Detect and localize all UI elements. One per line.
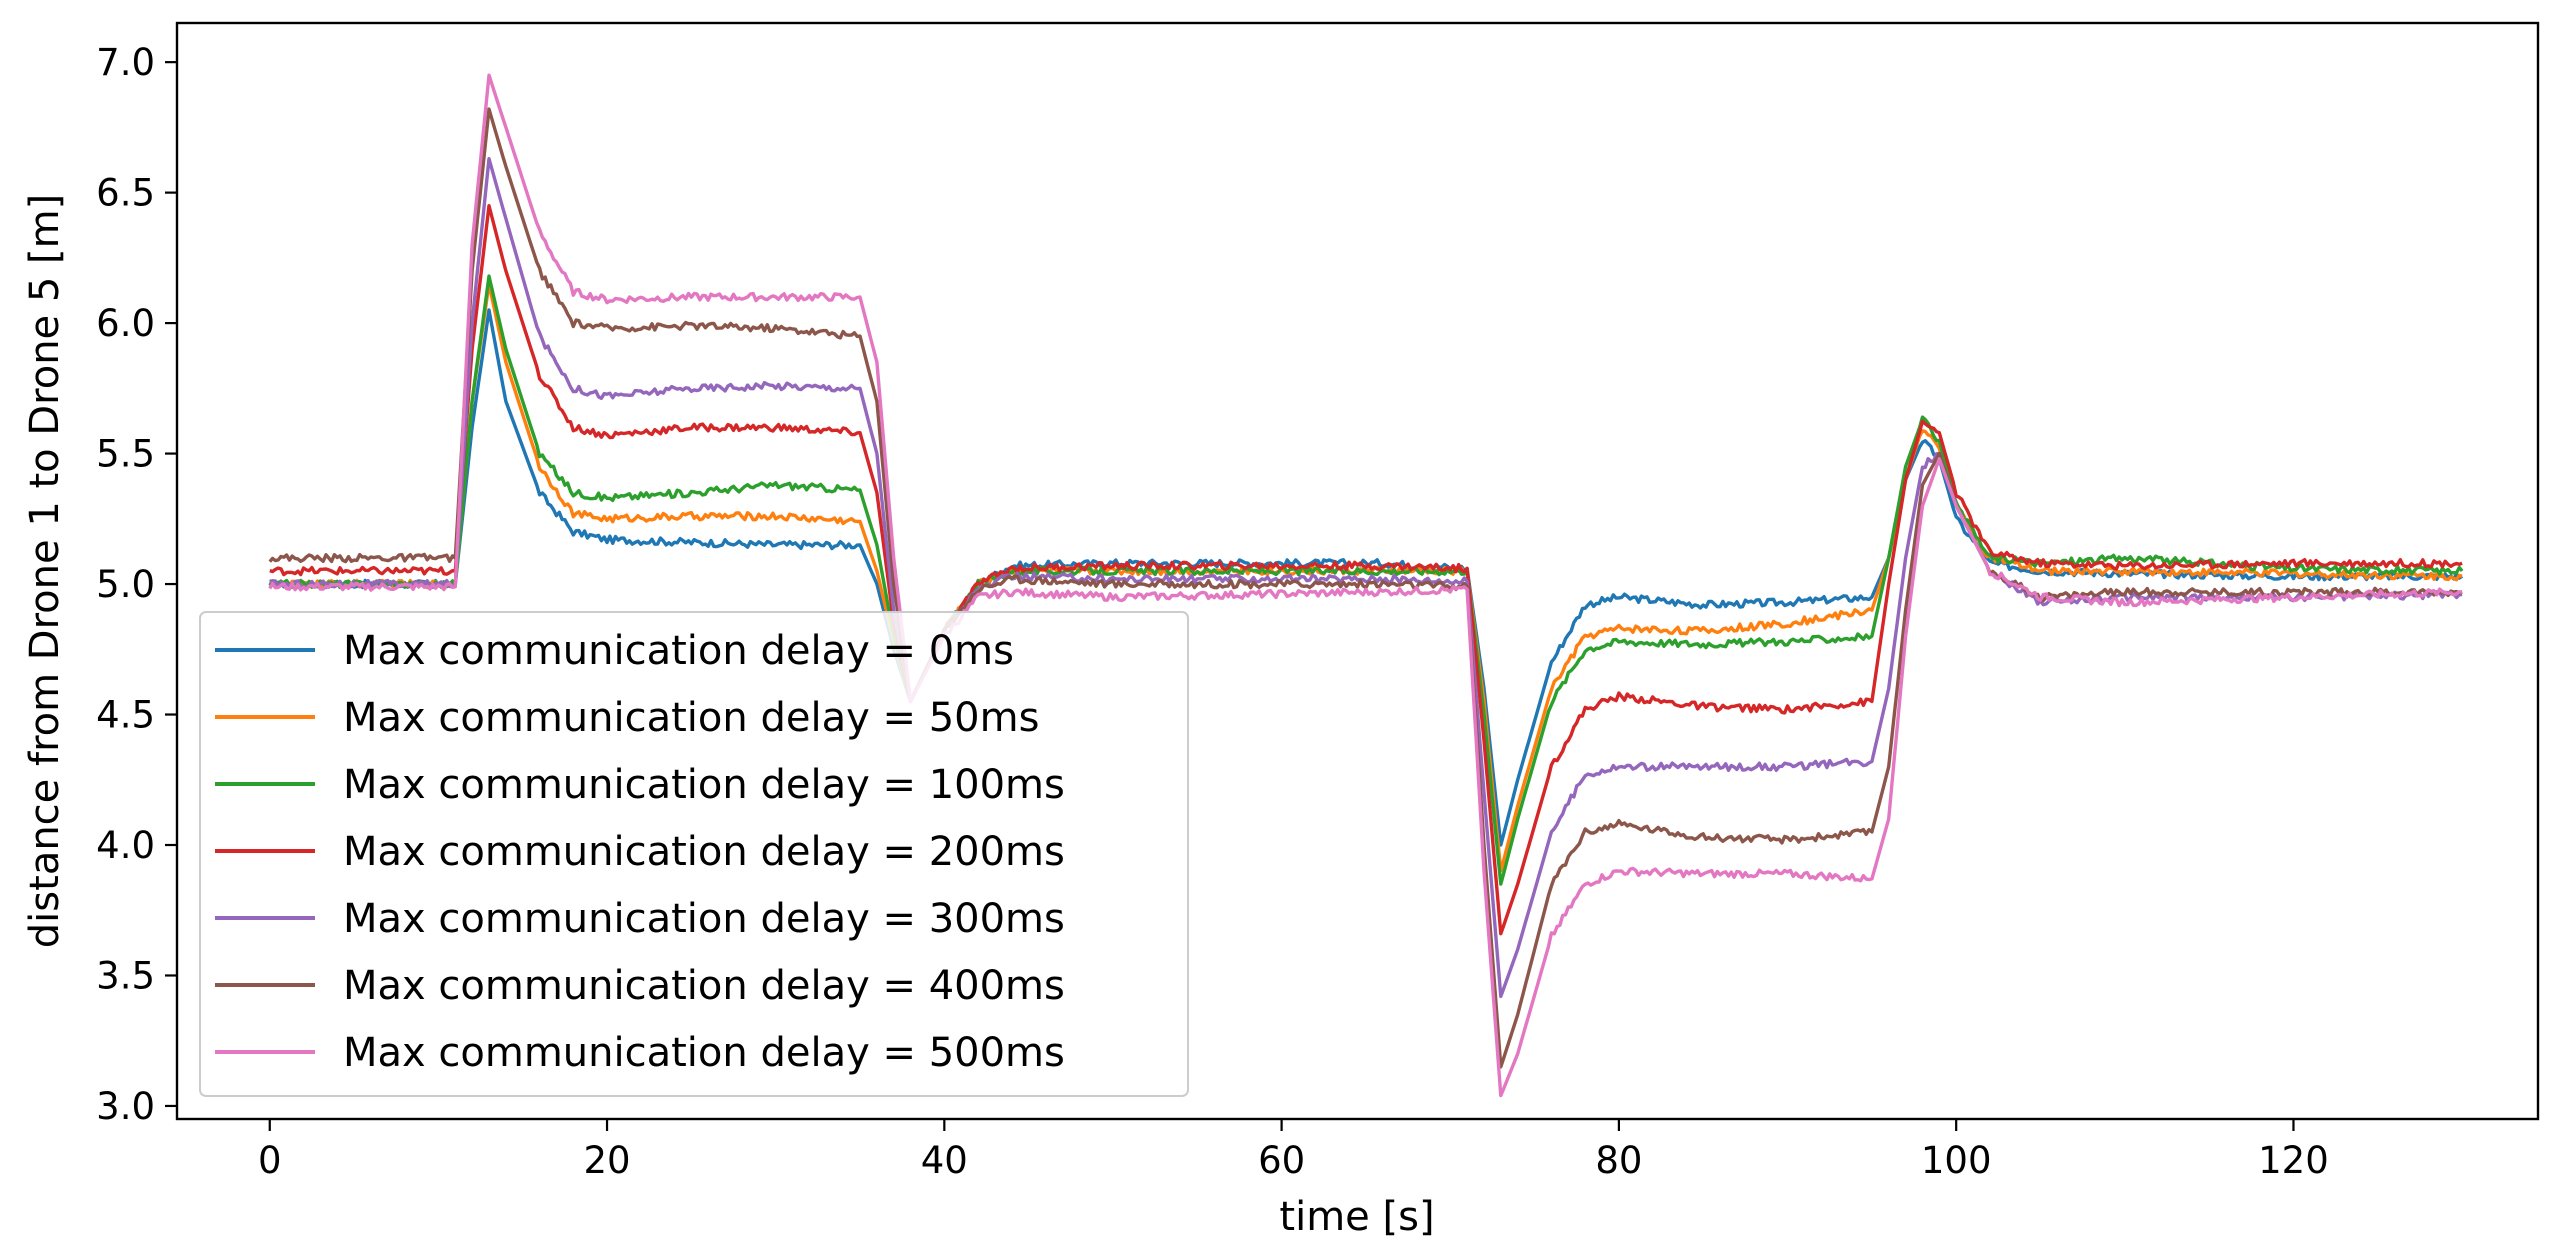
legend-entry-label: Max communication delay = 100ms	[343, 762, 1065, 808]
y-tick-label: 3.0	[96, 1085, 155, 1128]
legend-entry-label: Max communication delay = 500ms	[343, 1030, 1065, 1076]
y-tick-label: 4.0	[96, 824, 155, 867]
y-tick-label: 5.5	[96, 433, 155, 476]
y-tick-label: 6.5	[96, 172, 155, 215]
y-tick-label: 4.5	[96, 694, 155, 737]
series-layer	[268, 73, 2464, 1098]
y-tick-label: 6.0	[96, 302, 155, 345]
legend-entry-label: Max communication delay = 200ms	[343, 829, 1065, 875]
x-axis-label: time [s]	[1279, 1194, 1434, 1240]
y-ticks: 3.0 3.5 4.0 4.5 5.0 5.5 6.0 6.5 7.0	[96, 41, 177, 1128]
legend-entry-label: Max communication delay = 50ms	[343, 695, 1039, 741]
y-tick-label: 3.5	[96, 954, 155, 997]
legend-entry-label: Max communication delay = 300ms	[343, 896, 1065, 942]
x-tick-label: 60	[1258, 1139, 1305, 1182]
x-tick-label: 100	[1921, 1139, 1992, 1182]
series-line-3	[269, 204, 2463, 936]
x-tick-label: 120	[2258, 1139, 2329, 1182]
legend-box	[199, 611, 1189, 1097]
x-tick-label: 20	[583, 1139, 630, 1182]
y-tick-label: 5.0	[96, 563, 155, 606]
legend-entry-label: Max communication delay = 400ms	[343, 963, 1065, 1009]
series-line-6	[268, 73, 2463, 1098]
x-ticks: 0 20 40 60 80 100 120	[258, 1119, 2329, 1182]
y-axis-label: distance from Drone 1 to Drone 5 [m]	[22, 194, 68, 948]
legend-entry-label: Max communication delay = 0ms	[343, 628, 1014, 674]
x-tick-label: 80	[1595, 1139, 1642, 1182]
y-tick-label: 7.0	[96, 41, 155, 84]
legend: Max communication delay = 0ms Max communi…	[199, 611, 1189, 1097]
x-tick-label: 0	[258, 1139, 282, 1182]
x-tick-label: 40	[921, 1139, 968, 1182]
plot-frame	[175, 21, 2540, 1121]
